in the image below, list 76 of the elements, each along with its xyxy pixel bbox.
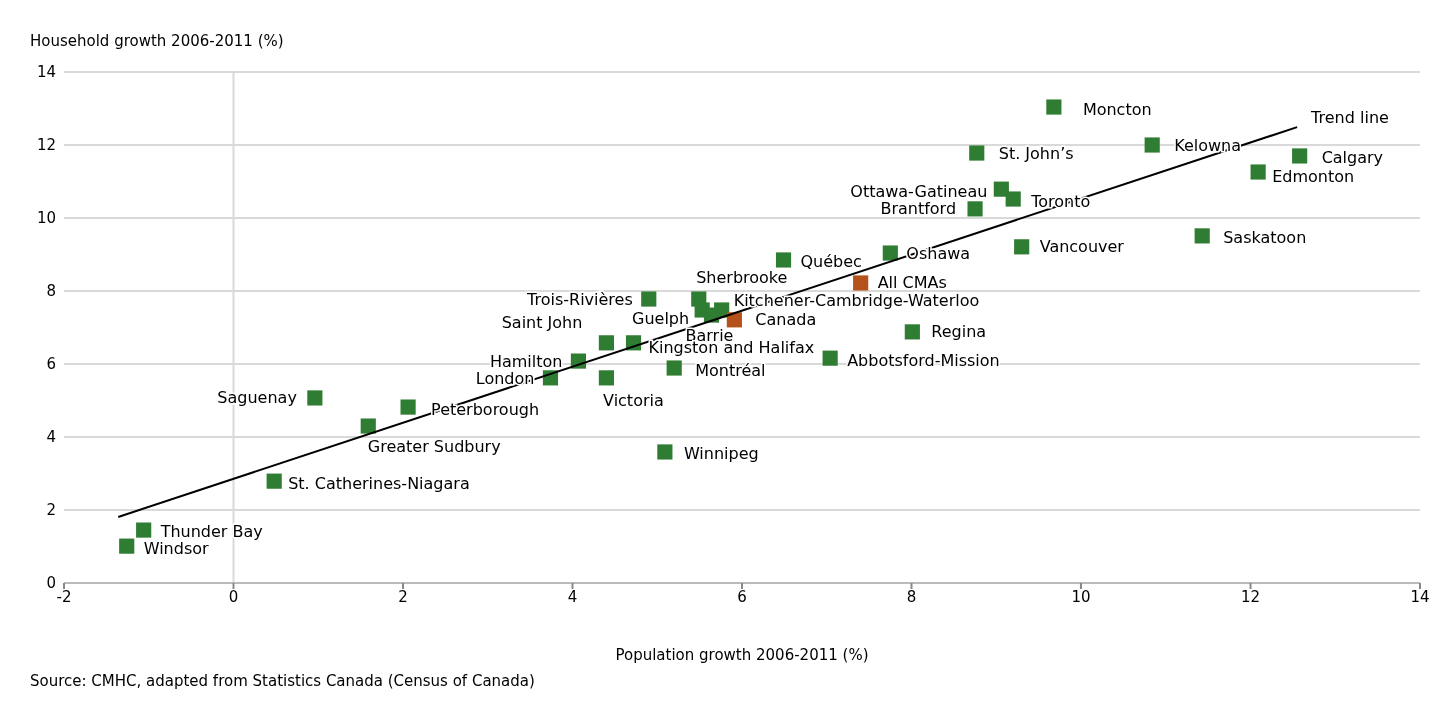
annotation: Saguenay <box>217 388 297 408</box>
y-tick-label: 8 <box>46 282 56 301</box>
annotation: All CMAs <box>877 273 947 293</box>
x-tick-label: 6 <box>737 587 747 606</box>
series-label: Trend line <box>1310 108 1389 128</box>
y-tick-label: 4 <box>46 428 56 447</box>
point <box>1046 99 1062 115</box>
point <box>598 335 614 351</box>
y-tick-label: 0 <box>46 574 56 593</box>
point <box>967 201 983 217</box>
x-axis-title: Population growth 2006-2011 (%) <box>614 646 870 664</box>
point <box>360 418 376 434</box>
annotation: London <box>475 369 535 389</box>
annotation: Windsor <box>143 538 210 558</box>
point <box>598 370 614 386</box>
point <box>1014 239 1030 255</box>
annotation: Kelowna <box>1174 135 1241 155</box>
point <box>641 291 657 307</box>
annotation: Greater Sudbury <box>367 436 501 456</box>
annotation: Canada <box>755 310 817 330</box>
y-tick-label: 10 <box>36 209 56 228</box>
point <box>307 390 323 406</box>
annotation: Ottawa-Gatineau <box>850 181 988 201</box>
point <box>853 275 869 291</box>
point <box>666 360 682 376</box>
point <box>882 245 898 261</box>
y-tick-label: 2 <box>46 501 56 520</box>
source-note: Source: CMHC, adapted from Statistics Canada (Census of Canada) <box>30 672 535 690</box>
annotation: Thunder Bay <box>159 521 263 541</box>
annotation: Regina <box>931 322 987 342</box>
annotation: Saint John <box>501 313 583 333</box>
x-tick-label: 4 <box>567 587 578 606</box>
x-tick-label: 10 <box>1071 587 1091 606</box>
point <box>119 538 135 554</box>
y-tick-label: 6 <box>46 355 56 374</box>
x-tick-label: 12 <box>1240 587 1261 606</box>
point <box>266 473 282 489</box>
annotation: Brantford <box>880 199 957 219</box>
y-axis-title: Household growth 2006-2011 (%) <box>30 32 284 50</box>
point <box>1292 148 1308 164</box>
annotation: Saskatoon <box>1223 228 1307 248</box>
point <box>136 522 152 538</box>
y-tick-label: 12 <box>36 136 56 155</box>
x-tick-label: 8 <box>906 587 917 606</box>
point <box>822 350 838 366</box>
point <box>657 444 673 460</box>
y-tick-label: 14 <box>36 63 56 82</box>
point <box>400 399 416 415</box>
annotation: Hamilton <box>489 351 563 371</box>
annotation: Trois-Rivières <box>526 289 633 309</box>
annotation: Montréal <box>695 360 766 380</box>
annotation: Moncton <box>1082 99 1152 119</box>
point <box>993 181 1009 197</box>
annotation: Oshawa <box>906 243 971 263</box>
point <box>969 145 985 161</box>
point <box>904 324 920 340</box>
annotation: Vancouver <box>1039 237 1125 257</box>
annotation: Calgary <box>1321 148 1384 168</box>
annotation: Abbotsford-Mission <box>847 350 1000 370</box>
annotation: St. Catherines-Niagara <box>288 473 470 493</box>
point <box>1144 137 1160 153</box>
x-tick-label: 0 <box>228 587 239 606</box>
annotation: Sherbrooke <box>696 267 788 287</box>
point <box>1005 191 1021 207</box>
annotation: Winnipeg <box>683 444 759 464</box>
x-tick-label: 14 <box>1410 587 1430 606</box>
annotation: Victoria <box>603 391 664 411</box>
annotation: St. John’s <box>998 143 1074 163</box>
annotation: Québec <box>800 252 862 272</box>
x-tick-label: -2 <box>56 587 72 606</box>
point <box>775 252 792 268</box>
point <box>1250 164 1266 180</box>
annotation: Guelph <box>632 309 690 329</box>
x-tick-label: 2 <box>398 587 408 606</box>
point <box>1194 228 1210 244</box>
annotation: Edmonton <box>1272 166 1355 186</box>
